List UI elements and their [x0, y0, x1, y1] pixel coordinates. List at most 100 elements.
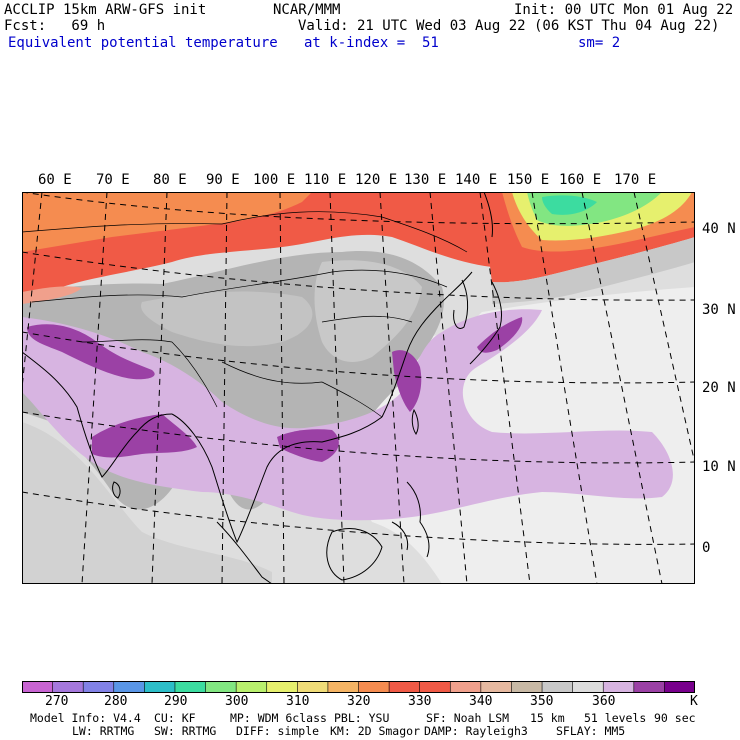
coastline-borneo [326, 528, 383, 581]
lat-label: 20 N [702, 380, 736, 396]
field-light-purple [22, 309, 673, 521]
title-line-2-left: Fcst: 69 h [4, 18, 106, 34]
field-tibet-gray [141, 291, 313, 347]
model-info-cu: CU: KF [154, 711, 196, 725]
colorbar-cell [82, 681, 115, 693]
map-frame [22, 192, 695, 584]
lat-line-20n [22, 331, 695, 384]
colorbar-cell [480, 681, 513, 693]
colorbar-label: 330 [408, 694, 432, 709]
colorbar-cell [113, 681, 146, 693]
colorbar-label: 290 [164, 694, 188, 709]
colorbar-cell [511, 681, 543, 693]
lon-label: 140 E [455, 172, 498, 188]
lat-label: 10 N [702, 459, 736, 475]
field-teal-pacific [542, 195, 597, 215]
lat-line-0 [22, 491, 695, 545]
model-info-mp: MP: WDM 6class [230, 711, 327, 725]
colorbar-cell [266, 681, 299, 693]
colorbar-cell [297, 681, 329, 693]
field-name: Equivalent potential temperature [8, 35, 278, 51]
model-info-version: Model Info: V4.4 [30, 711, 141, 725]
colorbar-cell [602, 681, 635, 693]
model-info-sflay: SFLAY: MM5 [556, 724, 626, 738]
lat-line-10n [22, 411, 695, 464]
lon-label: 150 E [507, 172, 550, 188]
colorbar-cell [633, 681, 666, 693]
field-purple-taiwan [392, 350, 422, 412]
colorbar-cell [52, 681, 84, 693]
model-info-lw: LW: RRTMG [72, 724, 135, 738]
title-line-1-mid: NCAR/MMM [273, 2, 341, 18]
coastline-sri-lanka [112, 481, 121, 499]
lon-label: 100 E [253, 172, 296, 188]
coastline-korea [453, 279, 469, 329]
field-gray-pacific-band [492, 237, 695, 304]
title-line-1-right: Init: 00 UTC Mon 01 Aug 22 [514, 2, 734, 18]
colorbar-label: 360 [592, 694, 616, 709]
title-line-2-right: Valid: 21 UTC Wed 03 Aug 22 (06 KST Thu … [298, 18, 720, 34]
colorbar-cell [388, 681, 421, 693]
field-orange-belt [22, 192, 312, 252]
lat-line-30n [22, 251, 695, 301]
colorbar-cell [449, 681, 482, 693]
lat-label: 0 [702, 540, 711, 556]
colorbar-label: 310 [286, 694, 310, 709]
field-purple-scs [277, 429, 339, 462]
colorbar-label: 270 [45, 694, 69, 709]
field-china-gray [314, 260, 422, 362]
lon-label: 130 E [404, 172, 447, 188]
colorbar-cell [419, 681, 452, 693]
k-index-label: at k-index = 51 [304, 35, 439, 51]
colorbar-label: 280 [104, 694, 128, 709]
model-info-timestep: 90 sec [654, 711, 696, 725]
colorbar-cell [235, 681, 268, 693]
lon-line-170e [633, 192, 695, 467]
colorbar-unit: K [690, 694, 698, 709]
colorbar-cell [541, 681, 574, 693]
model-info-damp: DAMP: Rayleigh3 [424, 724, 528, 738]
lon-label: 120 E [355, 172, 398, 188]
model-info-sf: SF: Noah LSM [426, 711, 510, 725]
coastline-taiwan [411, 408, 419, 435]
coastline-china [381, 271, 473, 418]
model-info-diff: DIFF: simple [236, 724, 320, 738]
coastline-philippines [391, 481, 430, 558]
model-info-resolution: 15 km [530, 711, 565, 725]
colorbar-cell [358, 681, 390, 693]
country-borders [22, 211, 468, 418]
field-peach-edge [22, 286, 82, 304]
coastline-indochina [171, 413, 383, 544]
colorbar-label: 320 [347, 694, 371, 709]
lon-label: 90 E [206, 172, 240, 188]
colorbar-label: 350 [530, 694, 554, 709]
title-line-1-left: ACCLIP 15km ARW-GFS init [4, 2, 207, 18]
lon-line-150e [531, 192, 598, 584]
lat-line-40n [22, 192, 695, 225]
lon-label: 80 E [153, 172, 187, 188]
equivalent-potential-temperature-map [22, 192, 695, 584]
colorbar-cell [205, 681, 237, 693]
lat-label: 30 N [702, 302, 736, 318]
colorbar-cell [22, 681, 54, 693]
lat-label: 40 N [702, 221, 736, 237]
colorbar-cell [664, 681, 695, 693]
model-info-pbl: PBL: YSU [334, 711, 390, 725]
coastline-india [22, 351, 173, 478]
colorbar-label: 300 [225, 694, 249, 709]
colorbar-cell [174, 681, 207, 693]
coastline-japan [469, 192, 503, 365]
colorbar-label: 340 [469, 694, 493, 709]
model-info-sw: SW: RRTMG [154, 724, 217, 738]
lon-label: 160 E [559, 172, 602, 188]
lon-label: 170 E [614, 172, 657, 188]
lon-label: 60 E [38, 172, 72, 188]
lon-line-160e [581, 192, 663, 584]
colorbar-cell [572, 681, 605, 693]
smoothing-label: sm= 2 [578, 35, 621, 51]
colorbar [22, 681, 695, 693]
colorbar-cell [327, 681, 360, 693]
lon-label: 110 E [304, 172, 347, 188]
field-purple-bay-bengal [92, 414, 197, 458]
coastline-sumatra [216, 521, 273, 584]
